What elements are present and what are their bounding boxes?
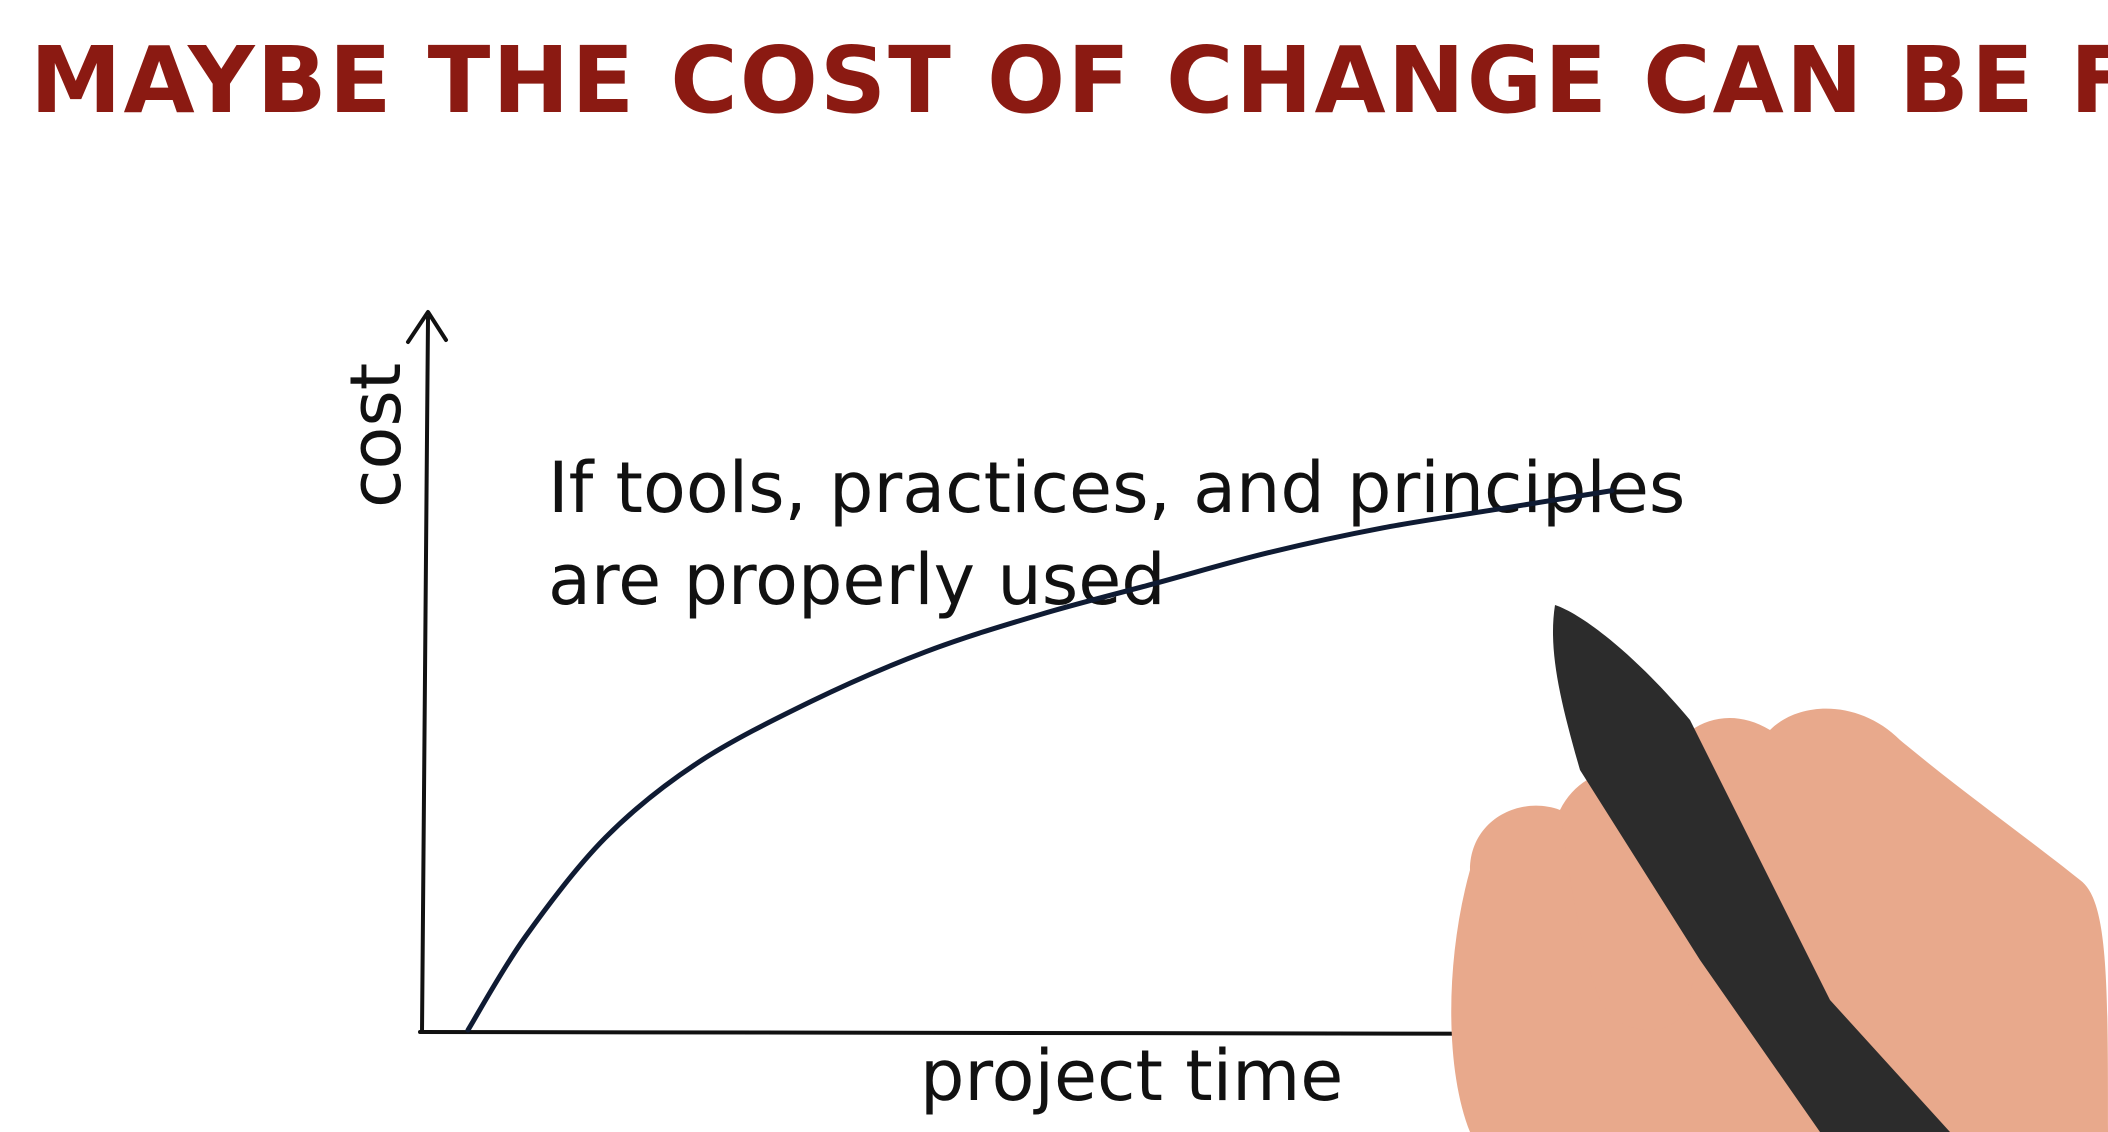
cost-curve-line <box>465 488 1615 1033</box>
y-axis-label: cost <box>335 363 417 508</box>
annotation-line-1: If tools, practices, and principles <box>548 447 1685 529</box>
hand-with-marker-illustration <box>1451 605 2108 1132</box>
annotation-line-2: are properly used <box>548 539 1166 621</box>
y-axis-arrowhead <box>406 310 448 344</box>
marker-pen <box>1552 605 1950 1132</box>
x-axis-label: project time <box>920 1035 1343 1117</box>
chart-series <box>465 488 1615 1033</box>
x-axis-line <box>418 1030 1648 1036</box>
y-axis-line <box>420 316 430 1034</box>
page-title: MAYBE THE COST OF CHANGE CAN BE FLAT ? <box>30 27 2108 134</box>
